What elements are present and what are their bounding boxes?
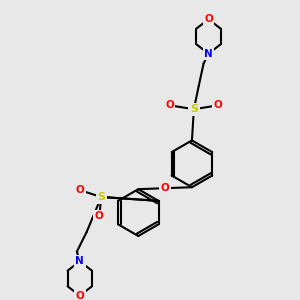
Text: N: N bbox=[204, 49, 213, 58]
Text: N: N bbox=[75, 256, 84, 266]
Text: O: O bbox=[75, 185, 84, 195]
Text: N: N bbox=[204, 49, 213, 58]
Text: O: O bbox=[204, 14, 213, 24]
Text: S: S bbox=[97, 192, 105, 202]
Text: S: S bbox=[190, 104, 198, 114]
Text: O: O bbox=[75, 291, 84, 300]
Text: O: O bbox=[165, 100, 174, 110]
Text: N: N bbox=[75, 256, 84, 266]
Text: O: O bbox=[95, 212, 104, 221]
Text: O: O bbox=[161, 183, 170, 193]
Text: O: O bbox=[214, 100, 223, 110]
